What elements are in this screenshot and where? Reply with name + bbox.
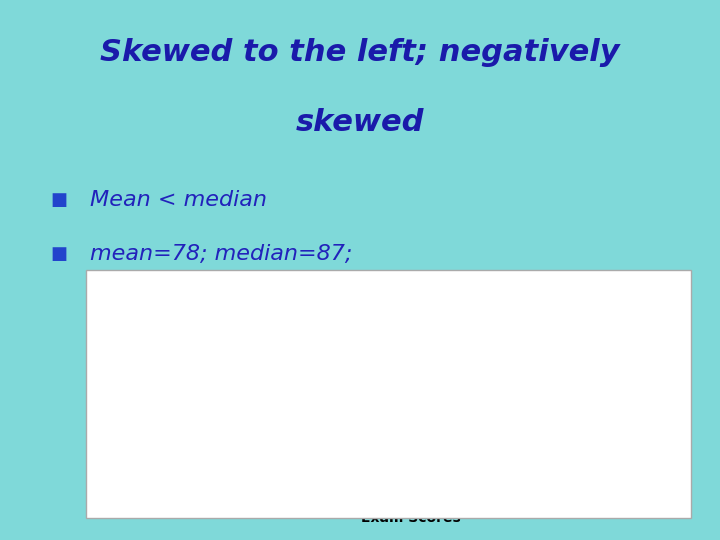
Bar xyxy=(344,447,410,486)
Bar xyxy=(410,454,477,486)
X-axis label: Exam Scores: Exam Scores xyxy=(361,511,460,524)
Text: ■: ■ xyxy=(50,245,68,263)
Bar xyxy=(544,389,610,486)
Bar xyxy=(611,305,677,486)
Text: mean=78; median=87;: mean=78; median=87; xyxy=(90,244,352,264)
Y-axis label: Frequency: Frequency xyxy=(102,348,115,429)
Bar xyxy=(677,337,720,486)
Text: ■: ■ xyxy=(50,191,68,209)
Title: Histogram of Exam Scores: Histogram of Exam Scores xyxy=(297,273,523,288)
Text: Skewed to the left; negatively: Skewed to the left; negatively xyxy=(100,38,620,67)
Bar xyxy=(144,473,210,486)
Bar xyxy=(277,447,344,486)
Text: skewed: skewed xyxy=(296,108,424,137)
Bar xyxy=(477,421,544,486)
Bar xyxy=(211,480,277,486)
Text: Mean < median: Mean < median xyxy=(90,190,267,210)
